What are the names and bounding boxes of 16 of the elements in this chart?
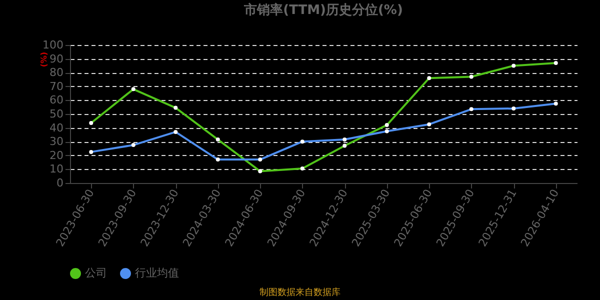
y-tick-label: 30	[50, 135, 64, 148]
legend-label: 行业均值	[135, 266, 179, 280]
y-axis-title: (%)	[40, 52, 48, 68]
y-tick-label: 70	[50, 80, 64, 93]
y-tick-label: 60	[50, 94, 64, 107]
text: 制图数据来自数据库	[258, 286, 342, 299]
y-tick-label: 80	[50, 66, 64, 80]
y-tick-label: 20	[50, 148, 64, 162]
y-tick-label: 10	[50, 162, 64, 176]
y-tick-label: 0	[56, 176, 64, 190]
y-tick-label: 40	[50, 121, 64, 134]
legend-label: 公司	[85, 266, 107, 280]
y-tick-label: 90	[50, 52, 64, 66]
y-tick-label: 100	[42, 38, 64, 52]
y-tick-label: 50	[50, 108, 64, 120]
chart-title: 市销率(TTM)历史分位(%)	[243, 2, 403, 18]
